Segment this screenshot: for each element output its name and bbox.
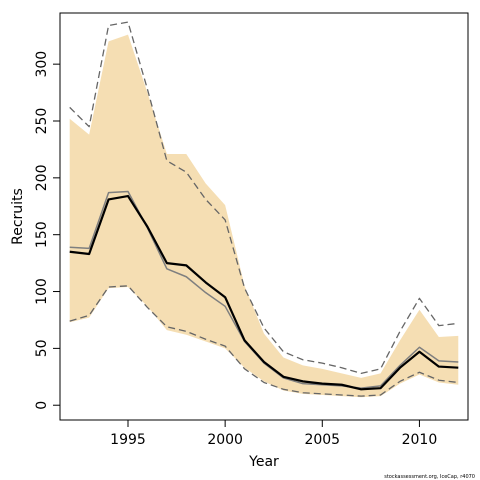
- lower-interval-line: [69, 285, 459, 397]
- y-axis-title: Recruits: [10, 188, 26, 245]
- x-tick-label-2010: 2010: [402, 432, 438, 448]
- confidence-band-layer: [69, 34, 459, 398]
- y-tick-label-300: 300: [34, 51, 50, 78]
- y-tick-label-200: 200: [34, 164, 50, 191]
- y-tick-label-150: 150: [34, 221, 50, 248]
- y-tick-label-0: 0: [34, 401, 50, 410]
- axes-layer: 1995 2000 2005 2010 0 50 100 150 200 250 300: [34, 51, 437, 448]
- x-tick-label-2000: 2000: [207, 432, 243, 448]
- estimate-line: [69, 194, 459, 391]
- y-tick-label-50: 50: [34, 339, 50, 357]
- upper-interval-line: [69, 21, 459, 375]
- x-tick-label-2005: 2005: [304, 432, 340, 448]
- y-tick-label-250: 250: [34, 108, 50, 135]
- x-axis-title: Year: [248, 454, 279, 470]
- series-lines-layer: [69, 21, 459, 397]
- plot-frame: [59, 12, 469, 421]
- y-tick-label-100: 100: [34, 278, 50, 305]
- confidence-band: [69, 34, 459, 398]
- x-tick-label-1995: 1995: [110, 432, 146, 448]
- credit-text: stockassessment.org, IceCap, r4070: [384, 474, 475, 480]
